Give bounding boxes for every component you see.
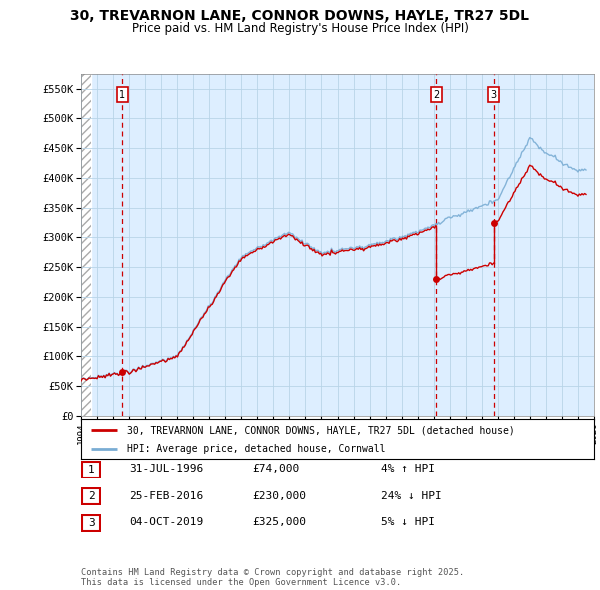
Text: 2: 2 [433, 90, 439, 100]
Text: Contains HM Land Registry data © Crown copyright and database right 2025.
This d: Contains HM Land Registry data © Crown c… [81, 568, 464, 587]
Text: 4% ↑ HPI: 4% ↑ HPI [381, 464, 435, 474]
Text: £74,000: £74,000 [252, 464, 299, 474]
Text: 2: 2 [88, 491, 95, 501]
Text: 3: 3 [491, 90, 497, 100]
Text: HPI: Average price, detached house, Cornwall: HPI: Average price, detached house, Corn… [127, 444, 386, 454]
Text: 1: 1 [88, 465, 95, 474]
Text: Price paid vs. HM Land Registry's House Price Index (HPI): Price paid vs. HM Land Registry's House … [131, 22, 469, 35]
Text: £325,000: £325,000 [252, 517, 306, 527]
Bar [81, 74, 91, 416]
Text: 30, TREVARNON LANE, CONNOR DOWNS, HAYLE, TR27 5DL (detached house): 30, TREVARNON LANE, CONNOR DOWNS, HAYLE,… [127, 425, 515, 435]
Text: 1: 1 [119, 90, 125, 100]
Text: 31-JUL-1996: 31-JUL-1996 [129, 464, 203, 474]
Text: 3: 3 [88, 518, 95, 527]
Text: 5% ↓ HPI: 5% ↓ HPI [381, 517, 435, 527]
Text: 24% ↓ HPI: 24% ↓ HPI [381, 491, 442, 500]
Text: 25-FEB-2016: 25-FEB-2016 [129, 491, 203, 500]
Text: 30, TREVARNON LANE, CONNOR DOWNS, HAYLE, TR27 5DL: 30, TREVARNON LANE, CONNOR DOWNS, HAYLE,… [71, 9, 530, 23]
Text: £230,000: £230,000 [252, 491, 306, 500]
Text: 04-OCT-2019: 04-OCT-2019 [129, 517, 203, 527]
